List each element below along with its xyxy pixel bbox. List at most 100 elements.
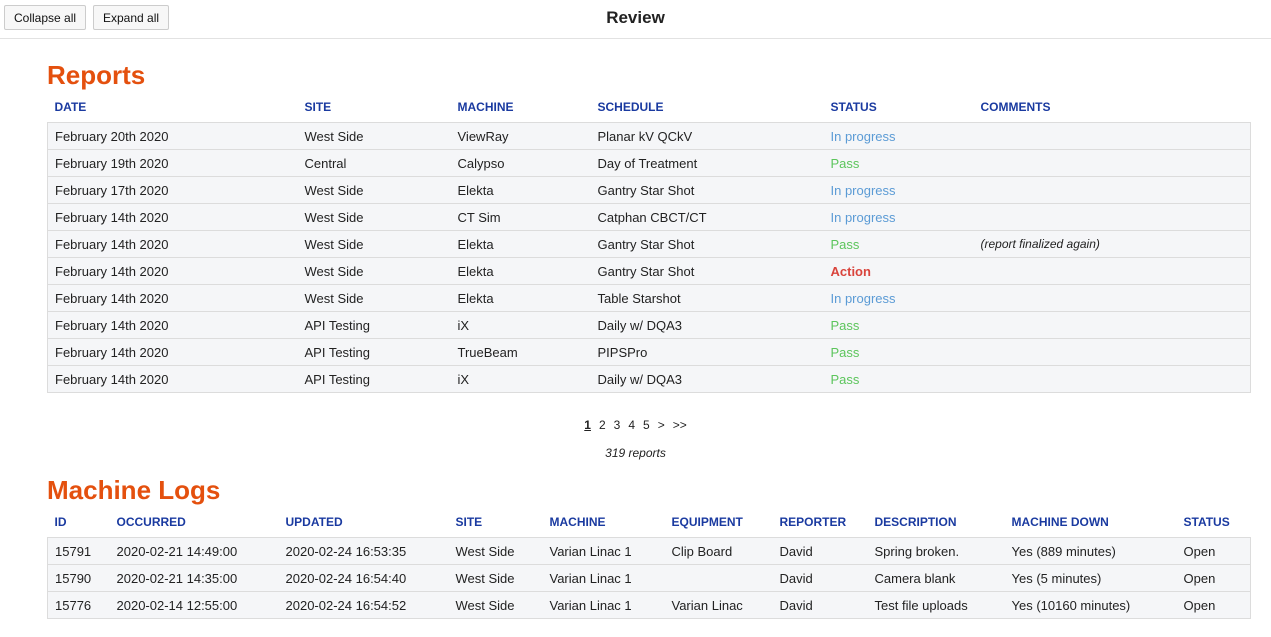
table-cell: API Testing xyxy=(297,338,451,366)
page-link[interactable]: 5 xyxy=(643,418,650,432)
column-header[interactable]: DESCRIPTION xyxy=(874,515,957,529)
table-row[interactable]: February 19th 2020 Central Calypso Day of T… xyxy=(47,149,1251,177)
table-cell: February 14th 2020 xyxy=(47,311,298,339)
table-cell: 2020-02-21 14:35:00 xyxy=(109,564,279,592)
table-cell: Pass xyxy=(823,230,974,258)
table-cell: Elekta xyxy=(450,230,591,258)
collapse-all-button[interactable]: Collapse all xyxy=(4,5,87,30)
pagination: 1 2 3 4 5 > >> xyxy=(0,418,1271,432)
table-cell: February 14th 2020 xyxy=(47,230,298,258)
table-row[interactable]: February 14th 2020 West Side Elekta Gantry … xyxy=(47,257,1251,285)
table-cell: West Side xyxy=(297,284,451,312)
table-cell: West Side xyxy=(297,257,451,285)
table-cell: Calypso xyxy=(450,149,591,177)
header-row: ID OCCURRED UPDATED SITE MACHINE EQUIPMENT REP… xyxy=(48,507,1251,538)
table-cell xyxy=(973,122,1251,150)
page-link[interactable]: 1 xyxy=(584,418,591,432)
table-row[interactable]: February 14th 2020 API Testing TrueBeam PIP… xyxy=(47,338,1251,366)
table-cell: Elekta xyxy=(450,176,591,204)
table-cell: West Side xyxy=(297,203,451,231)
table-body: February 20th 2020 West Side ViewRay Planar… xyxy=(47,122,1251,393)
table-cell: February 20th 2020 xyxy=(47,122,298,150)
column-header[interactable]: UPDATED xyxy=(285,515,343,529)
table-row[interactable]: February 14th 2020 API Testing iX Daily w/ … xyxy=(47,311,1251,339)
column-header[interactable]: STATUS xyxy=(1183,515,1230,529)
table-row[interactable]: February 14th 2020 West Side Elekta Table S… xyxy=(47,284,1251,312)
machine-logs-section: Machine Logs ID OCCURRED UPDATED SITE MACHIN… xyxy=(47,475,1251,619)
status-label: In progress xyxy=(830,209,896,225)
table-cell: Planar kV QCkV xyxy=(590,122,824,150)
column-header[interactable]: ID xyxy=(54,515,67,529)
column-header[interactable]: EQUIPMENT xyxy=(671,515,743,529)
header-row: DATE SITE MACHINE SCHEDULE STATUS COMMENTS xyxy=(48,92,1251,123)
table-cell: 15791 xyxy=(47,537,110,565)
table-cell: Gantry Star Shot xyxy=(590,257,824,285)
table-cell: Daily w/ DQA3 xyxy=(590,311,824,339)
column-header[interactable]: OCCURRED xyxy=(116,515,186,529)
column-header[interactable]: MACHINE DOWN xyxy=(1011,515,1109,529)
table-cell: Pass xyxy=(823,311,974,339)
status-label: Pass xyxy=(830,155,860,171)
expand-all-button[interactable]: Expand all xyxy=(93,5,170,30)
status-label: Pass xyxy=(830,344,860,360)
table-cell: February 17th 2020 xyxy=(47,176,298,204)
page-link[interactable]: > xyxy=(657,418,665,432)
table-cell: Open xyxy=(1176,537,1251,565)
table-cell: API Testing xyxy=(297,365,451,393)
table-cell: Varian Linac 1 xyxy=(542,564,665,592)
table-cell: Yes (889 minutes) xyxy=(1004,537,1177,565)
table-cell: West Side xyxy=(448,564,543,592)
table-cell: February 14th 2020 xyxy=(47,338,298,366)
table-cell: Yes (10160 minutes) xyxy=(1004,591,1177,619)
table-cell: February 14th 2020 xyxy=(47,284,298,312)
table-cell: Action xyxy=(823,257,974,285)
column-header[interactable]: DATE xyxy=(54,100,87,114)
table-cell: Test file uploads xyxy=(867,591,1005,619)
page-link[interactable]: >> xyxy=(672,418,687,432)
table-cell xyxy=(973,338,1251,366)
table-cell: Elekta xyxy=(450,257,591,285)
table-cell: Central xyxy=(297,149,451,177)
column-header[interactable]: MACHINE xyxy=(457,100,514,114)
page-link[interactable]: 2 xyxy=(598,418,606,432)
table-cell: Pass xyxy=(823,365,974,393)
table-cell: In progress xyxy=(823,176,974,204)
table-row[interactable]: February 14th 2020 West Side Elekta Gantry … xyxy=(47,230,1251,258)
table-row[interactable]: 15776 2020-02-14 12:55:00 2020-02-24 16:54… xyxy=(47,591,1251,619)
table-cell: 2020-02-21 14:49:00 xyxy=(109,537,279,565)
table-cell: (report finalized again) xyxy=(973,230,1251,258)
column-header[interactable]: COMMENTS xyxy=(980,100,1051,114)
column-header[interactable]: SITE xyxy=(304,100,332,114)
table-cell: Open xyxy=(1176,564,1251,592)
table-body: 15791 2020-02-21 14:49:00 2020-02-24 16:53… xyxy=(47,537,1251,619)
column-header[interactable]: SCHEDULE xyxy=(597,100,664,114)
reports-section: Reports DATE SITE MACHINE SCHEDULE STATUS COM… xyxy=(47,60,1251,393)
table-cell: Elekta xyxy=(450,284,591,312)
column-header[interactable]: SITE xyxy=(455,515,483,529)
status-label: Pass xyxy=(830,371,860,387)
page-link[interactable]: 3 xyxy=(613,418,621,432)
table-row[interactable]: 15790 2020-02-21 14:35:00 2020-02-24 16:54… xyxy=(47,564,1251,592)
table-row[interactable]: February 20th 2020 West Side ViewRay Planar… xyxy=(47,122,1251,150)
table-cell xyxy=(973,149,1251,177)
table-row[interactable]: February 14th 2020 West Side CT Sim Catphan… xyxy=(47,203,1251,231)
machine-logs-table: ID OCCURRED UPDATED SITE MACHINE EQUIPMENT REP… xyxy=(47,507,1251,619)
table-cell: iX xyxy=(450,311,591,339)
table-cell: Varian Linac 1 xyxy=(542,591,665,619)
column-header[interactable]: REPORTER xyxy=(779,515,847,529)
table-cell: PIPSPro xyxy=(590,338,824,366)
reports-table: DATE SITE MACHINE SCHEDULE STATUS COMMENTS Feb… xyxy=(47,92,1251,393)
table-cell: Table Starshot xyxy=(590,284,824,312)
table-cell: Open xyxy=(1176,591,1251,619)
table-row[interactable]: February 17th 2020 West Side Elekta Gantry … xyxy=(47,176,1251,204)
table-header: DATE SITE MACHINE SCHEDULE STATUS COMMENTS xyxy=(48,92,1251,123)
table-cell: 15776 xyxy=(47,591,110,619)
page-link[interactable]: 4 xyxy=(628,418,636,432)
column-header[interactable]: STATUS xyxy=(830,100,877,114)
table-cell: West Side xyxy=(297,230,451,258)
table-cell xyxy=(973,176,1251,204)
table-row[interactable]: 15791 2020-02-21 14:49:00 2020-02-24 16:53… xyxy=(47,537,1251,565)
table-cell: API Testing xyxy=(297,311,451,339)
table-row[interactable]: February 14th 2020 API Testing iX Daily w/ … xyxy=(47,365,1251,393)
column-header[interactable]: MACHINE xyxy=(549,515,606,529)
